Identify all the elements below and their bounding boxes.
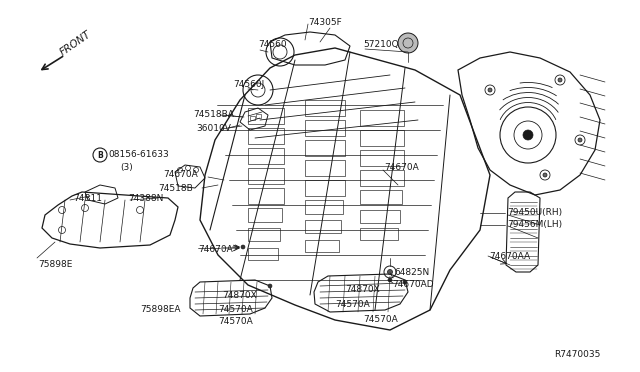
Text: 74560: 74560 (258, 40, 287, 49)
Text: 74670A: 74670A (198, 245, 233, 254)
Text: 08156-61633: 08156-61633 (108, 150, 169, 159)
Text: 75898E: 75898E (38, 260, 72, 269)
Bar (248, 168, 284, 184)
Text: 74670AA: 74670AA (489, 252, 530, 261)
Text: 74570A: 74570A (218, 305, 253, 314)
Text: FRONT: FRONT (58, 29, 93, 58)
Bar (250, 116, 255, 120)
Circle shape (543, 173, 547, 177)
Bar (360, 150, 404, 166)
Text: 74B11: 74B11 (73, 194, 102, 203)
Text: 74305F: 74305F (308, 18, 342, 27)
Text: R7470035: R7470035 (554, 350, 600, 359)
Bar (248, 208, 282, 222)
Circle shape (403, 280, 407, 284)
Circle shape (558, 78, 562, 82)
Text: 79450U(RH): 79450U(RH) (507, 208, 562, 217)
Circle shape (387, 269, 392, 275)
Text: 79456M(LH): 79456M(LH) (507, 220, 562, 229)
Text: 74518BA: 74518BA (193, 110, 234, 119)
Bar (248, 228, 280, 241)
Text: 74670A: 74670A (163, 170, 198, 179)
Bar (305, 140, 345, 156)
Text: 74560J: 74560J (233, 80, 264, 89)
Circle shape (241, 245, 245, 249)
Bar (360, 110, 404, 126)
Bar (248, 188, 284, 204)
Bar (305, 100, 345, 116)
Circle shape (268, 284, 272, 288)
Bar (305, 120, 345, 136)
Circle shape (523, 130, 533, 140)
Bar (248, 148, 284, 164)
Bar (305, 160, 345, 176)
Bar (360, 190, 402, 204)
Bar (360, 130, 404, 146)
Text: (3): (3) (120, 163, 132, 172)
Bar (305, 180, 345, 196)
Text: 57210Q: 57210Q (363, 40, 399, 49)
Circle shape (578, 138, 582, 142)
Text: 74570A: 74570A (218, 317, 253, 326)
Bar (360, 170, 404, 186)
Text: 74570A: 74570A (335, 300, 370, 309)
Text: 74388N: 74388N (128, 194, 163, 203)
Text: 74870X: 74870X (345, 285, 380, 294)
Bar (248, 108, 284, 124)
Bar (305, 220, 341, 233)
Text: 36010V: 36010V (196, 124, 231, 133)
Text: 74670AD: 74670AD (392, 280, 434, 289)
Bar (248, 248, 278, 260)
Text: 74670A: 74670A (384, 163, 419, 172)
Circle shape (398, 33, 418, 53)
Circle shape (488, 88, 492, 92)
Text: 75898EA: 75898EA (140, 305, 180, 314)
Bar (360, 210, 400, 223)
Bar (360, 228, 398, 240)
Circle shape (388, 278, 392, 282)
Bar (305, 240, 339, 252)
Text: 74870X: 74870X (222, 291, 257, 300)
Bar (248, 128, 284, 144)
Bar (305, 200, 343, 214)
Text: 74570A: 74570A (363, 315, 397, 324)
Text: 64825N: 64825N (394, 268, 429, 277)
Text: B: B (97, 151, 103, 160)
Text: 74518B: 74518B (158, 184, 193, 193)
Bar (256, 114, 261, 118)
